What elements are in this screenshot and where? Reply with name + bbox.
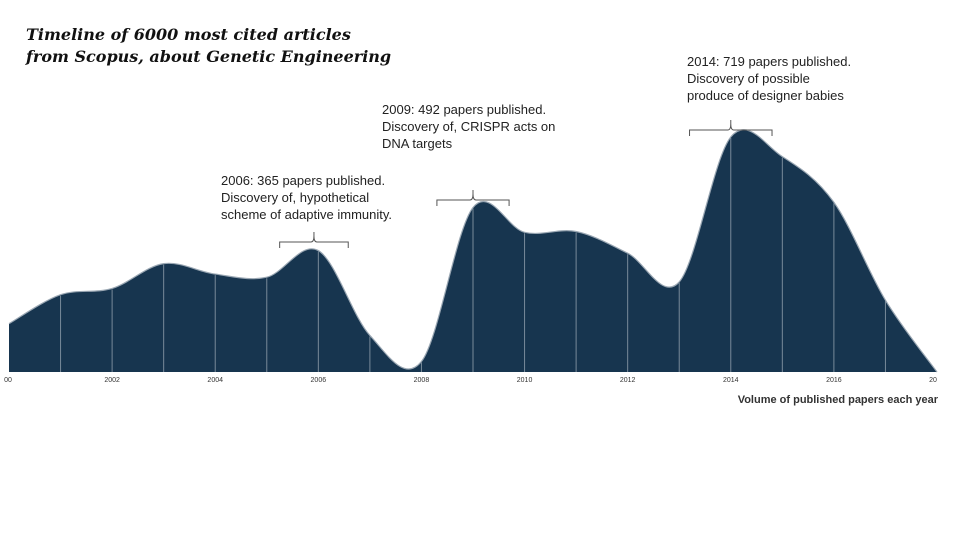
bracket-2009 (436, 190, 510, 206)
x-tick-label-2000: 00 (4, 377, 12, 384)
x-tick-label-2016: 2016 (826, 377, 842, 384)
x-tick-label-2002: 2002 (104, 377, 120, 384)
x-tick-label-2012: 2012 (620, 377, 636, 384)
x-tick-label-2018: 20 (929, 377, 937, 384)
annotation-2009-line-1: 2009: 492 papers published. (382, 102, 547, 117)
x-tick-label-2006: 2006 (311, 377, 327, 384)
annotation-2014-line-1: 2014: 719 papers published. (687, 54, 852, 69)
bracket-2014 (689, 120, 773, 136)
x-tick-label-2010: 2010 (517, 377, 533, 384)
bracket-2006 (279, 232, 349, 248)
annotation-2006: 2006: 365 papers published. Discovery of… (221, 172, 392, 223)
title-line-1: Timeline of 6000 most cited articles (26, 25, 351, 44)
annotation-2006-line-2: Discovery of, hypothetical (221, 190, 370, 205)
annotation-2009-line-2: Discovery of, CRISPR acts on (382, 119, 556, 134)
x-tick-label-2004: 2004 (207, 377, 223, 384)
chart-title: Timeline of 6000 most cited articles fro… (26, 24, 391, 68)
annotation-2014-line-3: produce of designer babies (687, 88, 844, 103)
area-outline (8, 129, 938, 373)
x-tick-label-2014: 2014 (723, 377, 739, 384)
annotation-2009-line-3: DNA targets (382, 136, 453, 151)
title-line-2: from Scopus, about Genetic Engineering (26, 47, 392, 66)
x-tick-label-2008: 2008 (414, 377, 430, 384)
annotation-2006-line-1: 2006: 365 papers published. (221, 173, 386, 188)
annotation-2014-line-2: Discovery of possible (687, 71, 810, 86)
x-axis-label: Volume of published papers each year (737, 394, 938, 406)
annotation-2014: 2014: 719 papers published. Discovery of… (687, 53, 851, 104)
annotation-2009: 2009: 492 papers published. Discovery of… (382, 101, 555, 152)
annotation-2006-line-3: scheme of adaptive immunity. (221, 207, 392, 222)
